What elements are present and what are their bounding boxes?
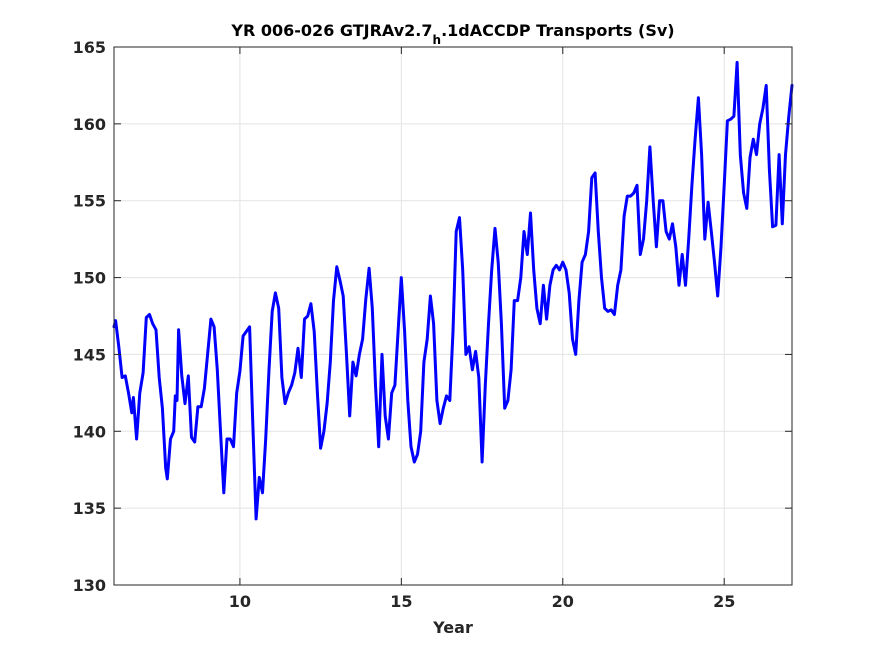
y-tick-label: 135 [73,499,106,518]
axes-box [113,46,793,586]
x-tick-label: 15 [390,592,412,611]
y-tick-label: 145 [73,345,106,364]
y-tick-label: 165 [73,38,106,57]
chart-title-subscript: h [433,33,442,47]
axis-ticks [114,46,792,586]
chart-title: YR 006-026 GTJRAv2.7h.1dACCDP Transports… [230,21,674,47]
x-axis-title: Year [432,618,473,637]
y-tick-label: 130 [73,576,106,595]
tick-labels: 10 15 20 25 130 135 140 145 150 155 160 165 [73,38,736,611]
chart-title-suffix: .1dACCDP Transports (Sv) [441,21,675,40]
x-tick-label: 10 [229,592,251,611]
x-tick-label: 20 [552,592,574,611]
y-tick-label: 150 [73,269,106,288]
transport-series-line [112,60,794,521]
y-tick-label: 155 [73,192,106,211]
chart-title-main: YR 006-026 GTJRAv2.7 [230,21,432,40]
x-tick-label: 25 [713,592,735,611]
y-tick-label: 160 [73,115,106,134]
y-tick-label: 140 [73,422,106,441]
